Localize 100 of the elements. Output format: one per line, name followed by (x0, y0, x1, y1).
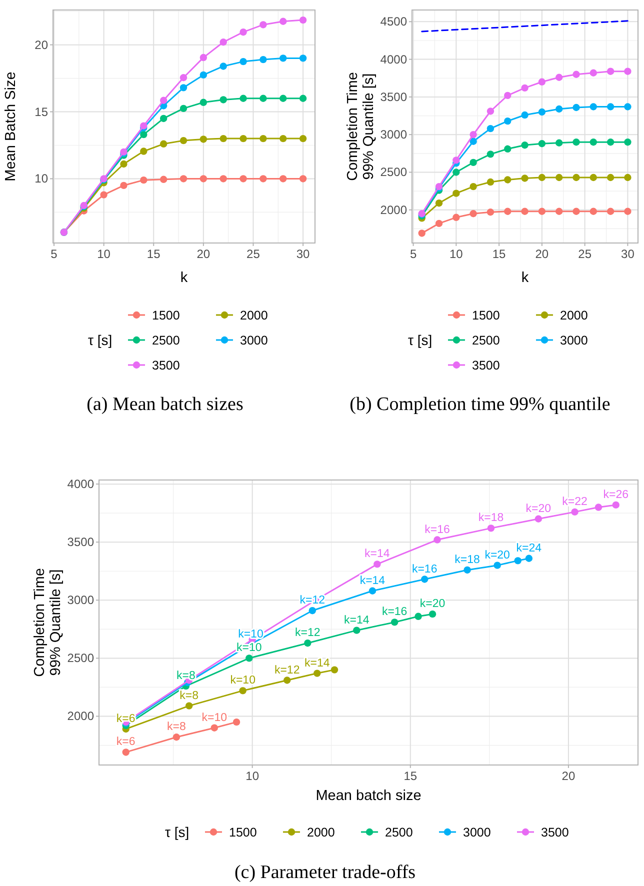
annotation: k=8 (176, 670, 196, 682)
legend-label: 2500 (472, 334, 500, 348)
point (487, 524, 495, 532)
point (452, 168, 460, 176)
legend-label: 2000 (560, 308, 588, 322)
point (572, 104, 580, 112)
point (572, 208, 580, 215)
point (606, 208, 614, 215)
annotation: k=12 (274, 664, 300, 676)
point (240, 58, 247, 66)
legend-label: 2000 (307, 826, 335, 840)
point (140, 148, 148, 155)
legend-label: 3000 (240, 334, 268, 348)
point (180, 136, 188, 144)
point (390, 618, 398, 626)
point (534, 515, 542, 522)
annotation: k=10 (238, 628, 264, 640)
point (590, 174, 597, 182)
legend-title: τ [s] (408, 332, 432, 348)
x-axis-title: k (180, 270, 188, 286)
y-tick-label: 3000 (67, 593, 94, 608)
annotation: k=18 (454, 554, 480, 566)
y-tick-label: 2500 (380, 165, 408, 180)
x-axis-title: Mean batch size (316, 788, 422, 804)
point (594, 504, 602, 511)
point (299, 94, 307, 102)
legend-label: 1500 (229, 826, 257, 840)
y-axis-title: Mean Batch Size (3, 72, 19, 182)
annotation: k=16 (412, 563, 438, 576)
point (140, 176, 148, 184)
point (308, 607, 316, 614)
annotation: k=16 (382, 606, 408, 618)
point (299, 134, 307, 142)
annotation: k=14 (364, 548, 390, 560)
point (280, 175, 287, 182)
annotation: k=26 (603, 488, 629, 501)
annotation: k=8 (180, 690, 199, 702)
point (504, 208, 512, 215)
annotation: k=22 (562, 496, 588, 508)
legend-label: 2500 (152, 334, 180, 348)
point (464, 566, 471, 574)
point (435, 200, 443, 207)
point (210, 724, 218, 732)
x-tick-label: 25 (246, 247, 260, 261)
point (590, 208, 597, 215)
point (606, 138, 614, 146)
point (486, 124, 494, 132)
point (299, 175, 307, 182)
legend-label: 3500 (472, 358, 500, 372)
y-tick-label: 10 (34, 172, 48, 186)
point (572, 174, 580, 182)
annotation: k=14 (360, 574, 386, 587)
point (470, 210, 477, 218)
point (538, 78, 546, 86)
point (239, 687, 246, 694)
x-tick-label: 5 (410, 247, 417, 261)
point (486, 108, 494, 115)
point (374, 560, 381, 568)
point (486, 150, 494, 158)
point (572, 138, 580, 146)
point (538, 208, 546, 215)
point (220, 38, 227, 46)
point (260, 175, 267, 182)
point (571, 508, 578, 516)
point (452, 214, 460, 222)
point (180, 74, 188, 82)
point (624, 68, 632, 75)
point (200, 54, 208, 62)
y-tick-label: 4000 (380, 52, 408, 66)
point (353, 626, 360, 634)
point (612, 501, 620, 509)
legend-label: 3500 (152, 358, 180, 372)
y-tick-label: 3500 (380, 90, 408, 104)
point (486, 178, 494, 186)
legend-label: 3000 (463, 826, 491, 840)
point (220, 62, 227, 70)
point (538, 174, 546, 182)
point (100, 191, 108, 198)
point (494, 562, 501, 569)
point (521, 111, 528, 119)
point (232, 718, 240, 726)
point (504, 176, 512, 184)
x-tick-label: 15 (492, 247, 506, 261)
annotation: k=20 (526, 502, 552, 515)
y-axis-title: Completion Time 99% Quantile [s] (32, 568, 64, 677)
point (220, 134, 227, 142)
point (555, 208, 563, 215)
point (200, 175, 208, 182)
point (470, 158, 477, 166)
point (240, 94, 247, 102)
legend-label: 1500 (472, 308, 500, 322)
point (368, 587, 376, 594)
point (414, 612, 422, 620)
point (200, 98, 208, 106)
point (504, 92, 512, 100)
point (521, 208, 528, 215)
y-tick-label: 4000 (67, 477, 94, 492)
x-tick-label: 15 (404, 769, 418, 783)
x-tick-label: 20 (535, 247, 549, 261)
point (299, 16, 307, 24)
